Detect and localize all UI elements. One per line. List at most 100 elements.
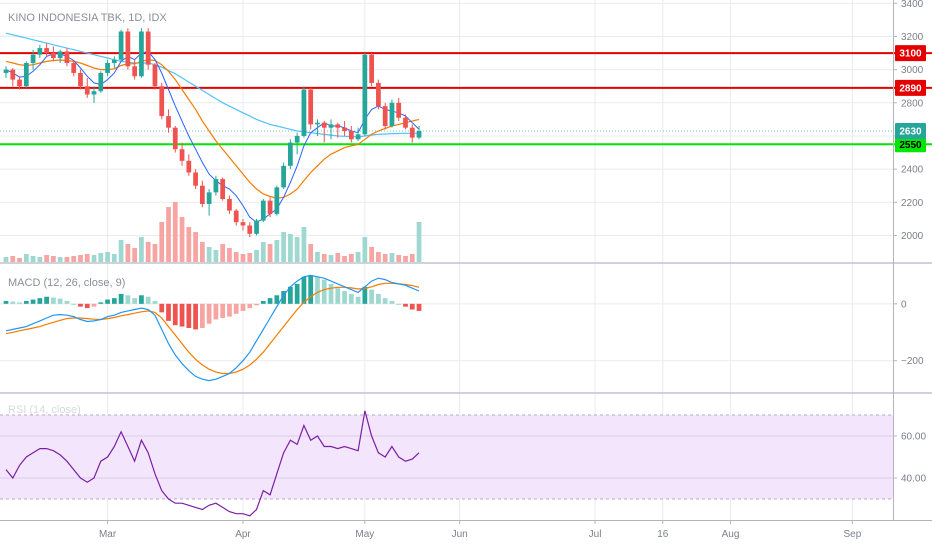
macd-histogram-bar [139,295,144,304]
volume-bar [355,252,361,262]
macd-histogram-bar [376,293,381,304]
volume-bar [159,222,165,262]
candle [355,127,361,141]
volume-bars [3,202,422,262]
volume-bar [3,257,9,262]
volume-bar [64,257,70,262]
volume-bar [111,254,117,262]
volume-bar [51,256,56,262]
candle-body [281,165,286,188]
candle-body [51,53,56,59]
time-axis-label: Jul [589,529,602,540]
volume-bar [369,247,375,262]
macd-histogram-bar [315,276,320,304]
volume-bar [145,242,151,262]
macd-histogram-bar [78,303,83,307]
candle [186,154,192,176]
rsi-axis-label: 60.00 [901,432,926,443]
macd-line [5,274,420,382]
candle-body [369,54,375,83]
volume-bar [179,217,185,262]
candle-body [227,198,232,211]
candle-body [240,222,246,226]
candle-body [10,69,16,80]
candle [152,63,158,90]
volume-bar [328,255,334,262]
candle [267,197,273,218]
candle-body [335,124,341,128]
candle [342,121,347,136]
candle [260,198,266,223]
candle-body [247,225,253,234]
rsi-line [5,410,420,517]
candle [3,66,9,78]
volume-bar [166,207,171,262]
support-level-badge [895,136,926,153]
volume-bar [409,254,415,262]
candle [220,177,226,201]
candle [389,99,395,128]
macd-histogram-bar [132,298,138,304]
macd-histogram-bar [44,296,49,304]
macd-pane[interactable]: MACD (12, 26, close, 9) [3,274,422,382]
candle [37,44,43,59]
candle-body [84,86,90,95]
candle-body [179,149,185,161]
candle-body [186,160,192,173]
volume-bar [233,252,239,262]
candle [227,195,232,214]
candle-body [125,31,131,67]
volume-bar [416,222,422,262]
candle-body [220,179,226,199]
macd-histogram-bar [254,303,259,306]
candle [98,71,104,93]
macd-histogram-bar [247,303,253,309]
price-axis-label: 2200 [901,198,924,209]
candle [409,124,415,143]
macd-histogram-bar [152,300,158,304]
volume-bar [199,242,205,262]
volume-bar [267,244,273,262]
candle-body [118,31,124,60]
macd-histogram-bar [30,299,36,304]
candle [274,185,280,216]
rsi-pane[interactable]: RSI (14, close) [5,404,420,517]
macd-histogram-bar [328,283,334,304]
candle-body [376,82,381,107]
macd-histogram-bar [166,303,171,321]
candle [10,67,16,87]
macd-histogram-bar [362,286,368,304]
macd-histogram-bar [193,303,198,330]
candle [396,97,402,122]
candle [30,49,36,70]
resistance-level-badge [895,45,926,62]
volume-bar [57,257,63,262]
candle-body [355,134,361,140]
macd-histogram-bar [396,303,402,305]
candle-body [98,72,104,92]
candle [193,169,198,190]
macd-histogram-bar [199,303,205,328]
candle [57,49,63,64]
candle-body [145,31,151,65]
volume-bar [213,250,219,262]
volume-bar [125,244,131,262]
candle-body [254,220,259,234]
candle [206,189,212,216]
candle-body [321,122,327,128]
candle-body [111,59,117,64]
volume-bar [193,232,198,262]
time-axis-label: May [355,529,374,540]
candle [254,218,259,236]
candle [288,139,293,170]
volume-bar [308,244,314,262]
macd-histogram-bar [348,293,354,304]
time-axis-label: Sep [843,529,861,540]
candle [416,126,422,140]
candle [125,28,131,70]
candle-body [206,192,212,204]
volume-bar [23,254,29,262]
price-pane[interactable]: KINO INDONESIA TBK, 1D, IDX [0,12,932,262]
